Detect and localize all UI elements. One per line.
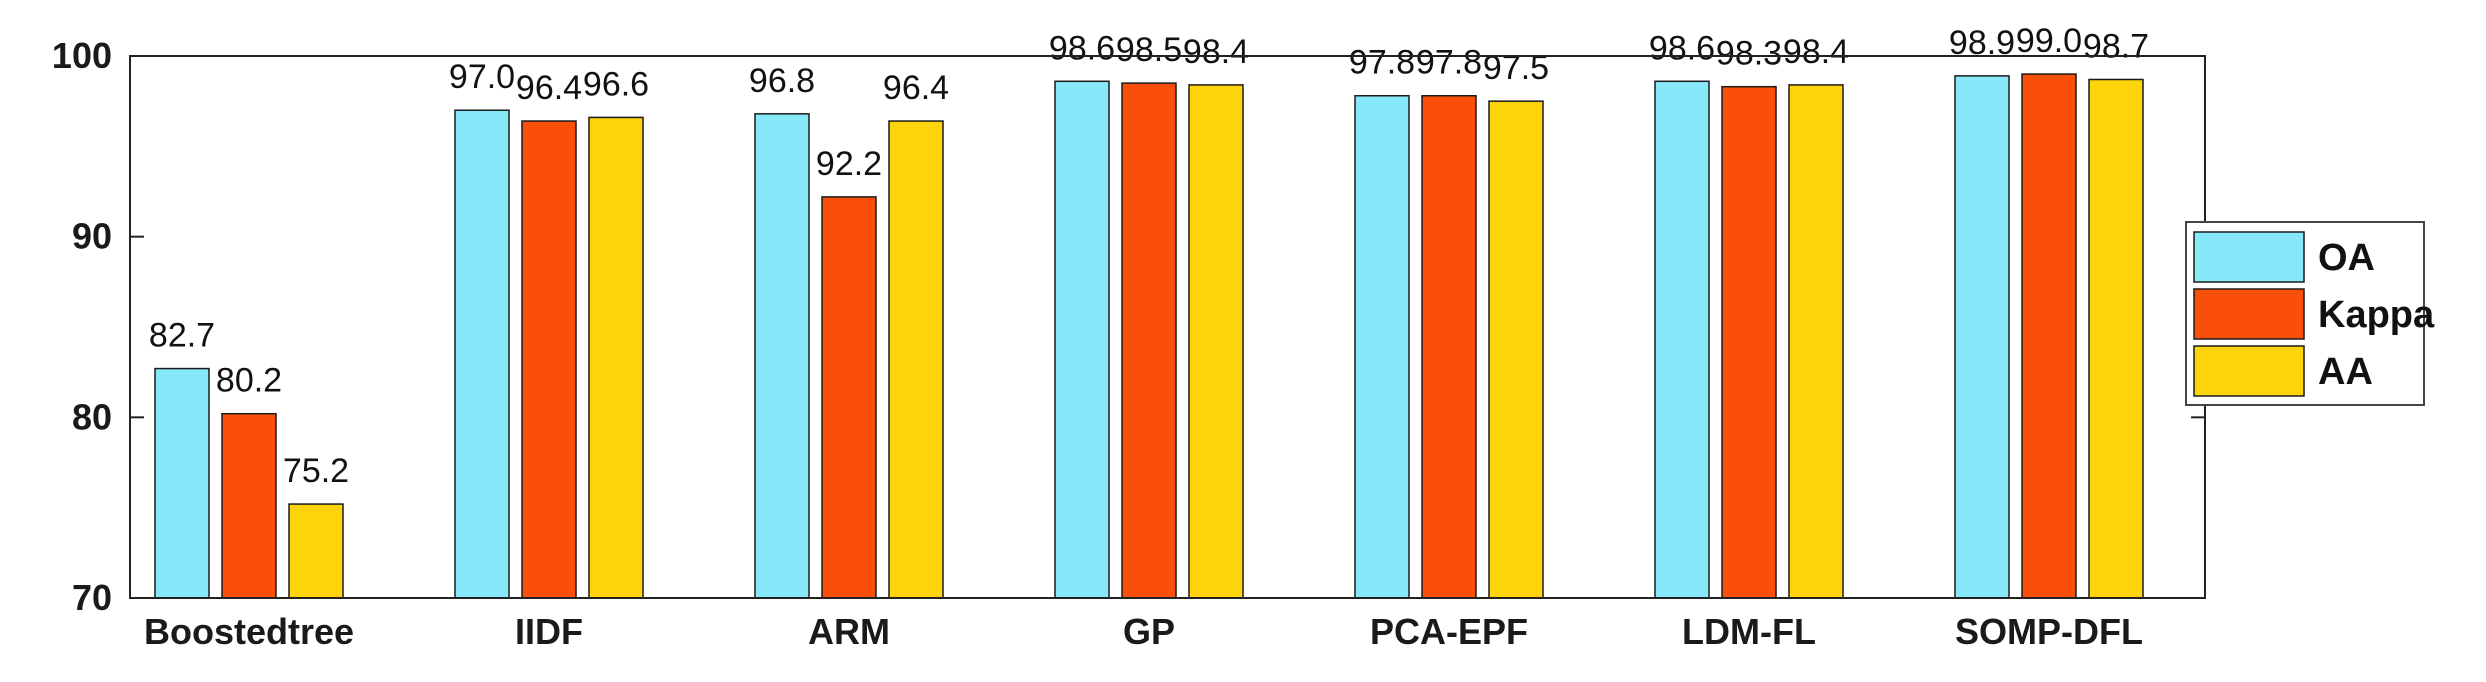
bar-oa-boostedtree bbox=[154, 367, 210, 599]
data-label-oa-iidf: 97.0 bbox=[449, 58, 515, 96]
data-label-kappa-iidf: 96.4 bbox=[516, 69, 582, 107]
data-label-aa-pca-epf: 97.5 bbox=[1483, 49, 1549, 87]
bar-aa-ldm-fl bbox=[1788, 84, 1844, 599]
data-label-aa-somp-dfl: 98.7 bbox=[2083, 27, 2149, 65]
data-label-aa-arm: 96.4 bbox=[883, 69, 949, 107]
legend-label-aa: AA bbox=[2318, 351, 2373, 393]
legend-swatch-kappa bbox=[2193, 288, 2305, 340]
bar-oa-somp-dfl bbox=[1954, 75, 2010, 599]
data-label-oa-pca-epf: 97.8 bbox=[1349, 44, 1415, 82]
bar-oa-pca-epf bbox=[1354, 94, 1410, 599]
data-labels-layer: 82.780.275.297.0 96.4 96.6 96.892.296.498.6… bbox=[149, 22, 2149, 490]
axes-layer: Boostedtree IIDF ARM GP PCA-EPF LDM-FL SOMP-DF… bbox=[52, 35, 2206, 652]
x-tick-label-boostedtree: Boostedtree bbox=[144, 611, 354, 652]
x-tick-label-somp-dfl: SOMP-DFL bbox=[1955, 611, 2143, 652]
bar-oa-gp bbox=[1054, 80, 1110, 599]
x-tick-label-iidf: IIDF bbox=[515, 611, 583, 652]
data-label-oa-ldm-fl: 98.6 bbox=[1649, 29, 1715, 67]
data-label-oa-gp: 98.6 bbox=[1049, 29, 1115, 67]
y-tick-label-70: 70 bbox=[72, 577, 112, 618]
bar-kappa-arm bbox=[821, 196, 877, 599]
bar-aa-arm bbox=[888, 120, 944, 599]
x-tick-label-ldm-fl: LDM-FL bbox=[1682, 611, 1816, 652]
bar-aa-pca-epf bbox=[1488, 100, 1544, 599]
legend-label-kappa: Kappa bbox=[2318, 294, 2435, 336]
data-label-kappa-gp: 98.5 bbox=[1116, 31, 1182, 69]
legend-label-oa: OA bbox=[2318, 237, 2375, 279]
data-label-kappa-ldm-fl: 98.3 bbox=[1716, 35, 1782, 73]
bar-kappa-gp bbox=[1121, 82, 1177, 599]
data-label-aa-ldm-fl: 98.4 bbox=[1783, 33, 1849, 71]
bar-aa-iidf bbox=[588, 116, 644, 599]
data-label-kappa-pca-epf: 97.8 bbox=[1416, 44, 1482, 82]
data-label-oa-boostedtree: 82.7 bbox=[149, 317, 215, 355]
bar-oa-ldm-fl bbox=[1654, 80, 1710, 599]
data-label-kappa-boostedtree: 80.2 bbox=[216, 362, 282, 400]
bar-aa-gp bbox=[1188, 84, 1244, 599]
x-tick-label-pca-epf: PCA-EPF bbox=[1370, 611, 1528, 652]
x-tick-label-arm: ARM bbox=[808, 611, 890, 652]
y-tick-label-100: 100 bbox=[52, 35, 112, 76]
bars-layer bbox=[154, 73, 2144, 599]
bar-oa-iidf bbox=[454, 109, 510, 599]
bar-kappa-boostedtree bbox=[221, 412, 277, 599]
bar-aa-boostedtree bbox=[288, 503, 344, 599]
bar-kappa-somp-dfl bbox=[2021, 73, 2077, 599]
data-label-aa-gp: 98.4 bbox=[1183, 33, 1249, 71]
bar-aa-somp-dfl bbox=[2088, 78, 2144, 599]
bar-kappa-iidf bbox=[521, 120, 577, 599]
data-label-kappa-somp-dfl: 99.0 bbox=[2016, 22, 2082, 60]
data-label-kappa-arm: 92.2 bbox=[816, 145, 882, 183]
data-label-aa-iidf: 96.6 bbox=[583, 65, 649, 103]
data-label-aa-boostedtree: 75.2 bbox=[283, 452, 349, 490]
bar-kappa-ldm-fl bbox=[1721, 85, 1777, 599]
data-label-oa-arm: 96.8 bbox=[749, 62, 815, 100]
legend-swatch-oa bbox=[2193, 231, 2305, 283]
bar-kappa-pca-epf bbox=[1421, 94, 1477, 599]
bar-oa-arm bbox=[754, 113, 810, 599]
y-tick-label-80: 80 bbox=[72, 396, 112, 437]
y-tick-label-90: 90 bbox=[72, 216, 112, 257]
legend-swatch-aa bbox=[2193, 345, 2305, 397]
x-tick-label-gp: GP bbox=[1123, 611, 1175, 652]
legend: OA Kappa AA bbox=[2185, 221, 2435, 406]
